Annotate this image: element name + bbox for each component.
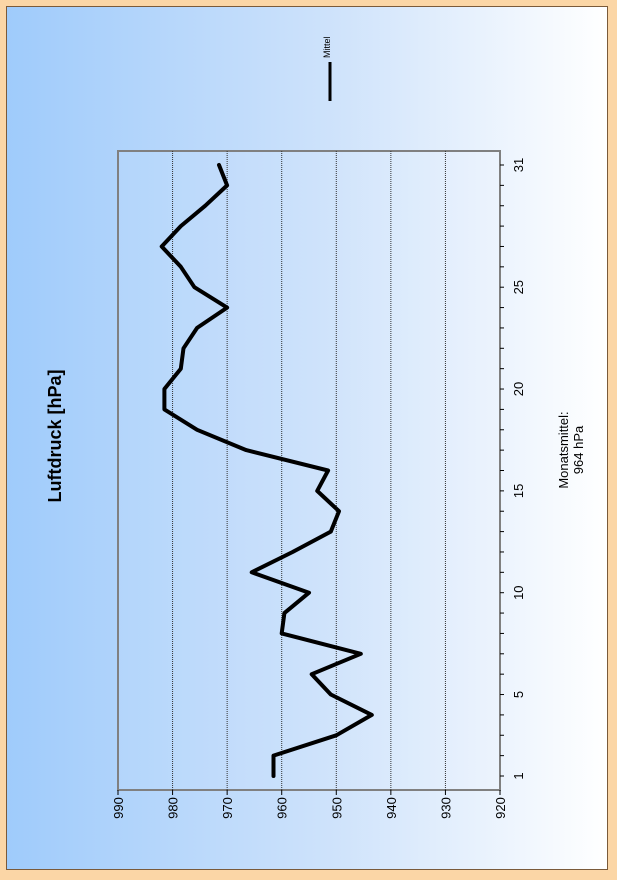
y-tick-label-970: 970 [220,797,235,819]
x-tick-label-25: 25 [511,280,526,294]
x-tick-label-5: 5 [511,691,526,698]
y-tick-label-950: 950 [329,797,344,819]
y-tick-label-920: 920 [493,797,508,819]
x-tick-label-10: 10 [511,585,526,599]
legend-label-mittel: Mittel [322,36,332,58]
monthly-mean-label: Monatsmittel: [556,411,571,488]
legend: Mittel [322,36,332,101]
x-tick-label-1: 1 [511,772,526,779]
x-tick-label-15: 15 [511,484,526,498]
chart-title: Luftdruck [hPa] [45,370,65,503]
monthly-mean-value: 964 hPa [571,425,586,474]
series-line-mittel [159,163,374,778]
plot-border [117,150,501,791]
y-tick-label-930: 930 [438,797,453,819]
y-tick-label-980: 980 [166,797,181,819]
y-tick-label-940: 940 [384,797,399,819]
y-tick-label-990: 990 [111,797,126,819]
y-tick-label-960: 960 [275,797,290,819]
chart-title-text: Luftdruck [hPa] [45,370,65,503]
x-tick-label-31: 31 [511,158,526,172]
x-tick-label-20: 20 [511,382,526,396]
monthly-mean-note: Monatsmittel: 964 hPa [556,411,586,488]
